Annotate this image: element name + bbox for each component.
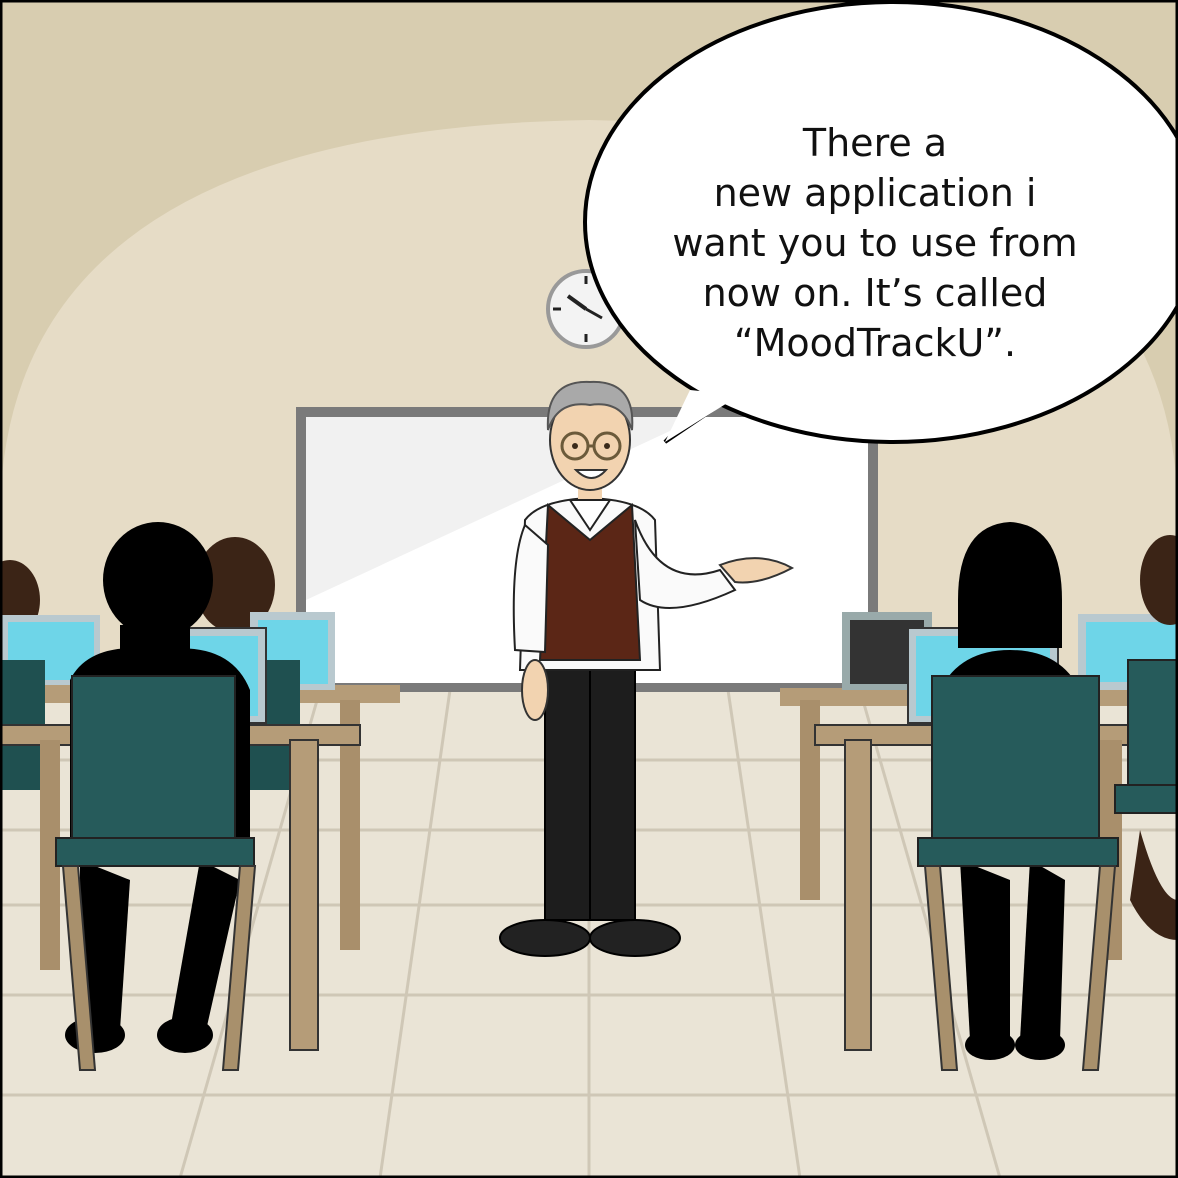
speech-bubble-text: There a new application i want you to us… <box>640 118 1110 368</box>
chair-right <box>917 675 1119 1071</box>
speech-line: There a <box>802 121 948 165</box>
teacher-character <box>499 380 795 957</box>
speech-line: now on. It’s called <box>702 271 1048 315</box>
speech-line: want you to use from <box>672 221 1078 265</box>
speech-bubble <box>583 0 1178 444</box>
chair-left <box>55 675 257 1071</box>
speech-line: “MoodTrackU”. <box>733 321 1017 365</box>
speech-line: new application i <box>713 171 1037 215</box>
